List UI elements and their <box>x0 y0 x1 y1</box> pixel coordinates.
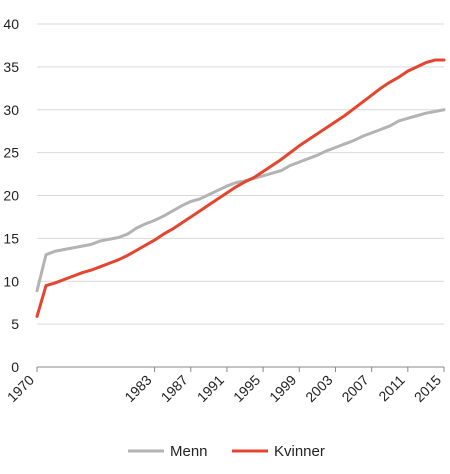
legend-label-kvinner: Kvinner <box>274 443 325 460</box>
x-tick-label: 2011 <box>375 372 408 405</box>
x-tick-label: 1970 <box>4 372 37 405</box>
y-axis-ticks: 0 5 10 15 20 25 30 35 40 <box>3 16 19 375</box>
x-tick-label: 1995 <box>230 372 263 405</box>
y-tick-label: 15 <box>3 230 19 246</box>
x-tick-label: 2003 <box>302 372 335 405</box>
series-lines <box>35 58 446 318</box>
legend-label-menn: Menn <box>170 443 208 460</box>
x-tick-label: 1991 <box>194 372 227 405</box>
y-tick-label: 20 <box>3 188 19 204</box>
y-tick-label: 5 <box>11 316 19 332</box>
x-tick-label: 2007 <box>338 372 371 405</box>
y-tick-label: 30 <box>3 102 19 118</box>
y-tick-label: 25 <box>3 145 19 161</box>
y-tick-label: 35 <box>3 59 19 75</box>
y-tick-label: 40 <box>3 16 19 32</box>
y-tick-label: 0 <box>11 359 19 375</box>
x-tick-label: 2015 <box>411 372 444 405</box>
legend: Menn Kvinner <box>128 443 325 460</box>
x-tick-label: 1987 <box>158 372 191 405</box>
x-tick-label: 1983 <box>121 372 154 405</box>
series-line-kvinner <box>35 58 446 318</box>
grid-lines <box>37 23 444 368</box>
x-axis-ticks: 1970 1983 1987 1991 1995 1999 2003 2007 2011 2015 <box>4 367 445 405</box>
y-tick-label: 10 <box>3 273 19 289</box>
x-tick-label: 1999 <box>266 372 299 405</box>
series-line-menn <box>35 108 446 293</box>
